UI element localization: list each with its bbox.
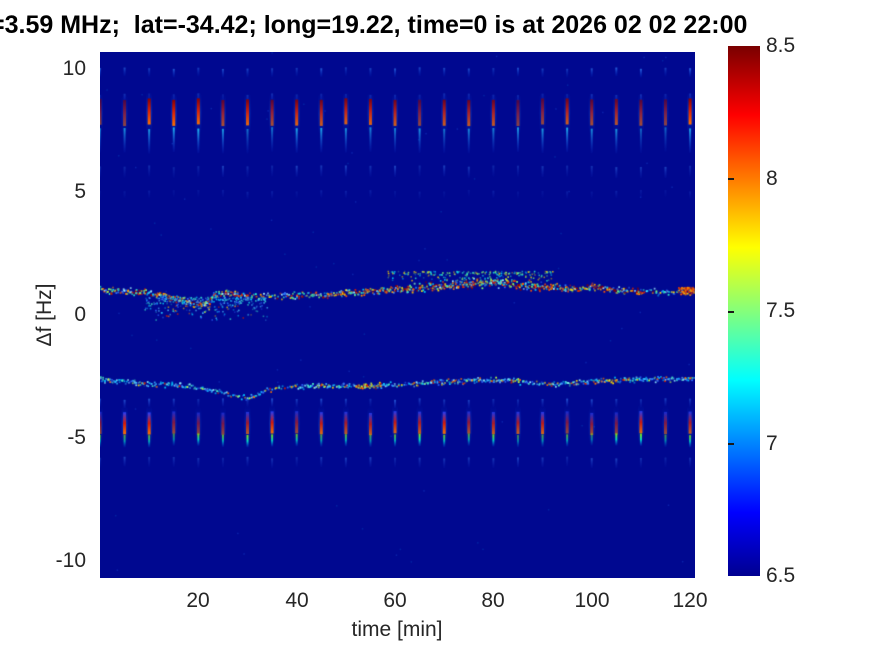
chart-title: =3.59 MHz; lat=-34.42; long=19.22, time=… [0,11,748,39]
spectrogram-canvas [100,52,695,578]
x-tick-label-120: 120 [672,589,708,612]
colorbar-tick-label-7: 7 [766,432,778,455]
y-tick-label-neg5: -5 [67,426,86,449]
colorbar-tick-8 [728,178,734,180]
colorbar-tick-label-7p5: 7.5 [766,299,796,322]
x-tick-label-100: 100 [574,589,610,612]
colorbar-tick-label-6p5: 6.5 [766,564,796,587]
x-tick-label-40: 40 [285,589,309,612]
y-tick-label-neg10: -10 [55,549,86,572]
y-tick-label-10: 10 [62,57,86,80]
colorbar-tick-7 [728,443,734,445]
y-tick-label-5: 5 [74,180,86,203]
y-axis-label: Δf [Hz] [33,283,56,347]
colorbar-tick-label-8p5: 8.5 [766,34,796,57]
plot-area [100,52,695,578]
colorbar [728,46,760,576]
x-tick-label-80: 80 [481,589,505,612]
y-tick-label-0: 0 [74,303,86,326]
x-tick-label-20: 20 [186,589,210,612]
x-axis-label: time [min] [351,618,443,641]
colorbar-tick-label-8: 8 [766,167,778,190]
colorbar-tick-7p5 [728,311,734,313]
x-tick-label-60: 60 [383,589,407,612]
